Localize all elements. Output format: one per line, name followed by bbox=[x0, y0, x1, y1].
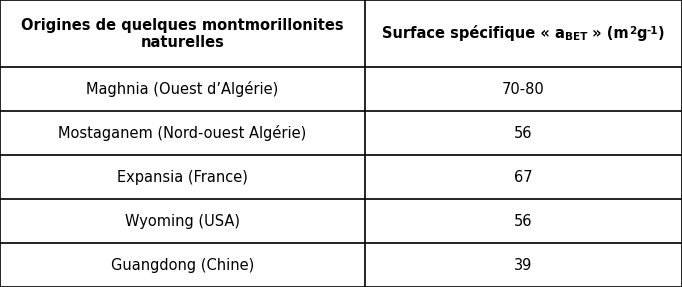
Text: Expansia (France): Expansia (France) bbox=[117, 170, 248, 185]
Text: -1: -1 bbox=[647, 26, 658, 36]
Text: g: g bbox=[636, 26, 647, 41]
Text: Wyoming (USA): Wyoming (USA) bbox=[125, 214, 240, 229]
Text: 70-80: 70-80 bbox=[502, 82, 545, 97]
Text: Maghnia (Ouest d’Algérie): Maghnia (Ouest d’Algérie) bbox=[87, 82, 278, 97]
Text: 2: 2 bbox=[629, 26, 636, 36]
Text: ): ) bbox=[658, 26, 665, 41]
Text: 56: 56 bbox=[514, 214, 533, 229]
Text: 39: 39 bbox=[514, 257, 533, 273]
Text: 67: 67 bbox=[514, 170, 533, 185]
Text: 56: 56 bbox=[514, 126, 533, 141]
Text: Mostaganem (Nord-ouest Algérie): Mostaganem (Nord-ouest Algérie) bbox=[58, 125, 307, 141]
Text: » (m: » (m bbox=[587, 26, 629, 41]
Text: Origines de quelques montmorillonites
naturelles: Origines de quelques montmorillonites na… bbox=[21, 18, 344, 50]
Text: Surface spécifique « a: Surface spécifique « a bbox=[382, 25, 565, 41]
Text: BET: BET bbox=[565, 32, 587, 42]
Text: Guangdong (Chine): Guangdong (Chine) bbox=[110, 257, 254, 273]
